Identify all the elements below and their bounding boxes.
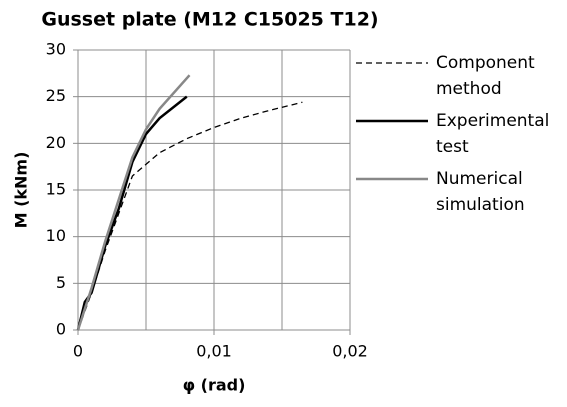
legend: Component method Experimental test Numeric… [356,50,561,224]
y-tick-label: 10 [46,226,66,245]
x-tick-label: 0 [73,342,83,361]
legend-label: Experimental test [436,111,550,157]
legend-item: Numerical simulation [356,166,561,218]
x-axis-label: φ (rad) [183,376,246,395]
y-tick-label: 25 [46,86,66,105]
series-line [76,95,188,331]
legend-swatch [356,177,428,181]
legend-item: Experimental test [356,108,561,160]
y-tick-label: 5 [56,273,66,292]
y-tick-label: 0 [56,320,66,339]
y-axis-label: M (kNm) [12,152,31,229]
y-tick-label: 15 [46,180,66,199]
legend-swatch [356,62,428,64]
x-tick-label: 0,02 [332,342,368,361]
legend-item: Component method [356,50,561,102]
chart-title: Gusset plate (M12 C15025 T12) [41,9,378,31]
y-tick-label: 30 [46,40,66,59]
legend-label: Component method [436,53,535,99]
series-line [76,74,191,331]
series-line [77,101,303,331]
legend-swatch [356,119,428,123]
x-tick-label: 0,01 [196,342,232,361]
legend-label: Numerical simulation [436,169,525,215]
y-tick-label: 20 [46,133,66,152]
